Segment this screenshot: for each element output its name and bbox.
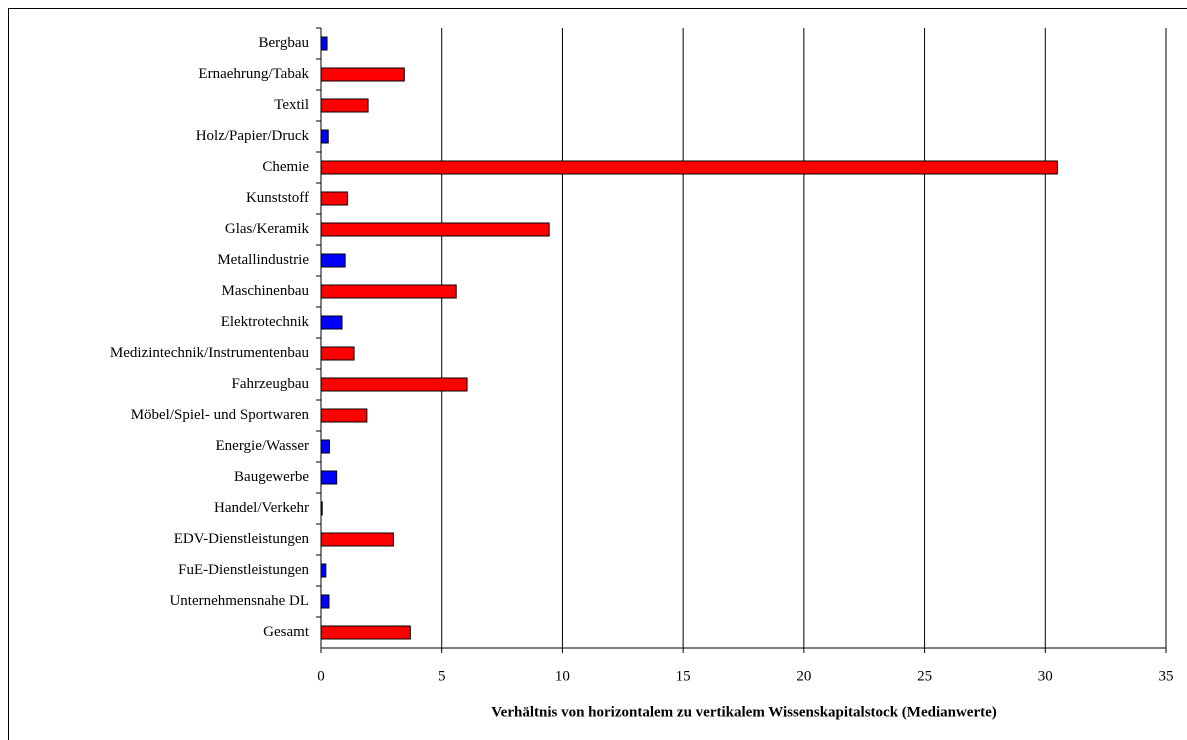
x-tick-label: 10	[555, 668, 570, 684]
y-tick-label: Unternehmensnahe DL	[169, 593, 309, 609]
y-tick-label: EDV-Dienstleistungen	[174, 531, 310, 547]
y-tick-label: Maschinenbau	[222, 283, 310, 299]
bar	[320, 439, 330, 454]
y-tick-label: Fahrzeugbau	[232, 376, 310, 392]
bar	[320, 563, 327, 578]
bar	[320, 36, 328, 51]
bar	[320, 129, 329, 144]
y-tick-label: Handel/Verkehr	[214, 500, 309, 516]
y-tick-label: Möbel/Spiel- und Sportwaren	[131, 407, 310, 423]
bar	[320, 315, 343, 330]
y-tick-label: Ernaehrung/Tabak	[198, 66, 309, 82]
x-tick-label: 25	[917, 668, 932, 684]
bar	[320, 377, 468, 392]
bar	[320, 532, 394, 547]
bar	[320, 408, 368, 423]
x-tick-label: 30	[1038, 668, 1053, 684]
bar	[320, 594, 330, 609]
y-tick-label: Gesamt	[263, 624, 310, 640]
y-tick-label: Kunststoff	[246, 190, 309, 206]
bar	[320, 625, 411, 640]
bar	[320, 98, 369, 113]
bar	[320, 222, 550, 237]
x-axis-title: Verhältnis von horizontalem zu vertikale…	[491, 704, 997, 720]
y-tick-label: Glas/Keramik	[225, 221, 310, 237]
bar	[320, 191, 349, 206]
bar	[320, 160, 1058, 175]
y-tick-label: Textil	[274, 97, 309, 113]
bar	[320, 67, 405, 82]
y-tick-label: Energie/Wasser	[216, 438, 309, 454]
y-tick-label: Medizintechnik/Instrumentenbau	[110, 345, 310, 361]
y-tick-label: Bergbau	[258, 35, 309, 51]
bar	[320, 346, 355, 361]
x-tick-label: 20	[796, 668, 811, 684]
bar	[320, 253, 346, 268]
y-tick-label: Baugewerbe	[234, 469, 309, 485]
chart-frame	[8, 8, 1187, 740]
y-tick-label: Elektrotechnik	[221, 314, 310, 330]
x-tick-label: 35	[1159, 668, 1174, 684]
y-tick-label: Chemie	[262, 159, 309, 175]
y-tick-label: Metallindustrie	[217, 252, 309, 268]
y-tick-label: FuE-Dienstleistungen	[178, 562, 309, 578]
x-tick-label: 0	[317, 668, 325, 684]
bar	[320, 501, 323, 516]
bar	[320, 470, 338, 485]
x-tick-label: 15	[676, 668, 691, 684]
x-tick-label: 5	[438, 668, 446, 684]
y-tick-label: Holz/Papier/Druck	[196, 128, 310, 144]
bar	[320, 284, 457, 299]
